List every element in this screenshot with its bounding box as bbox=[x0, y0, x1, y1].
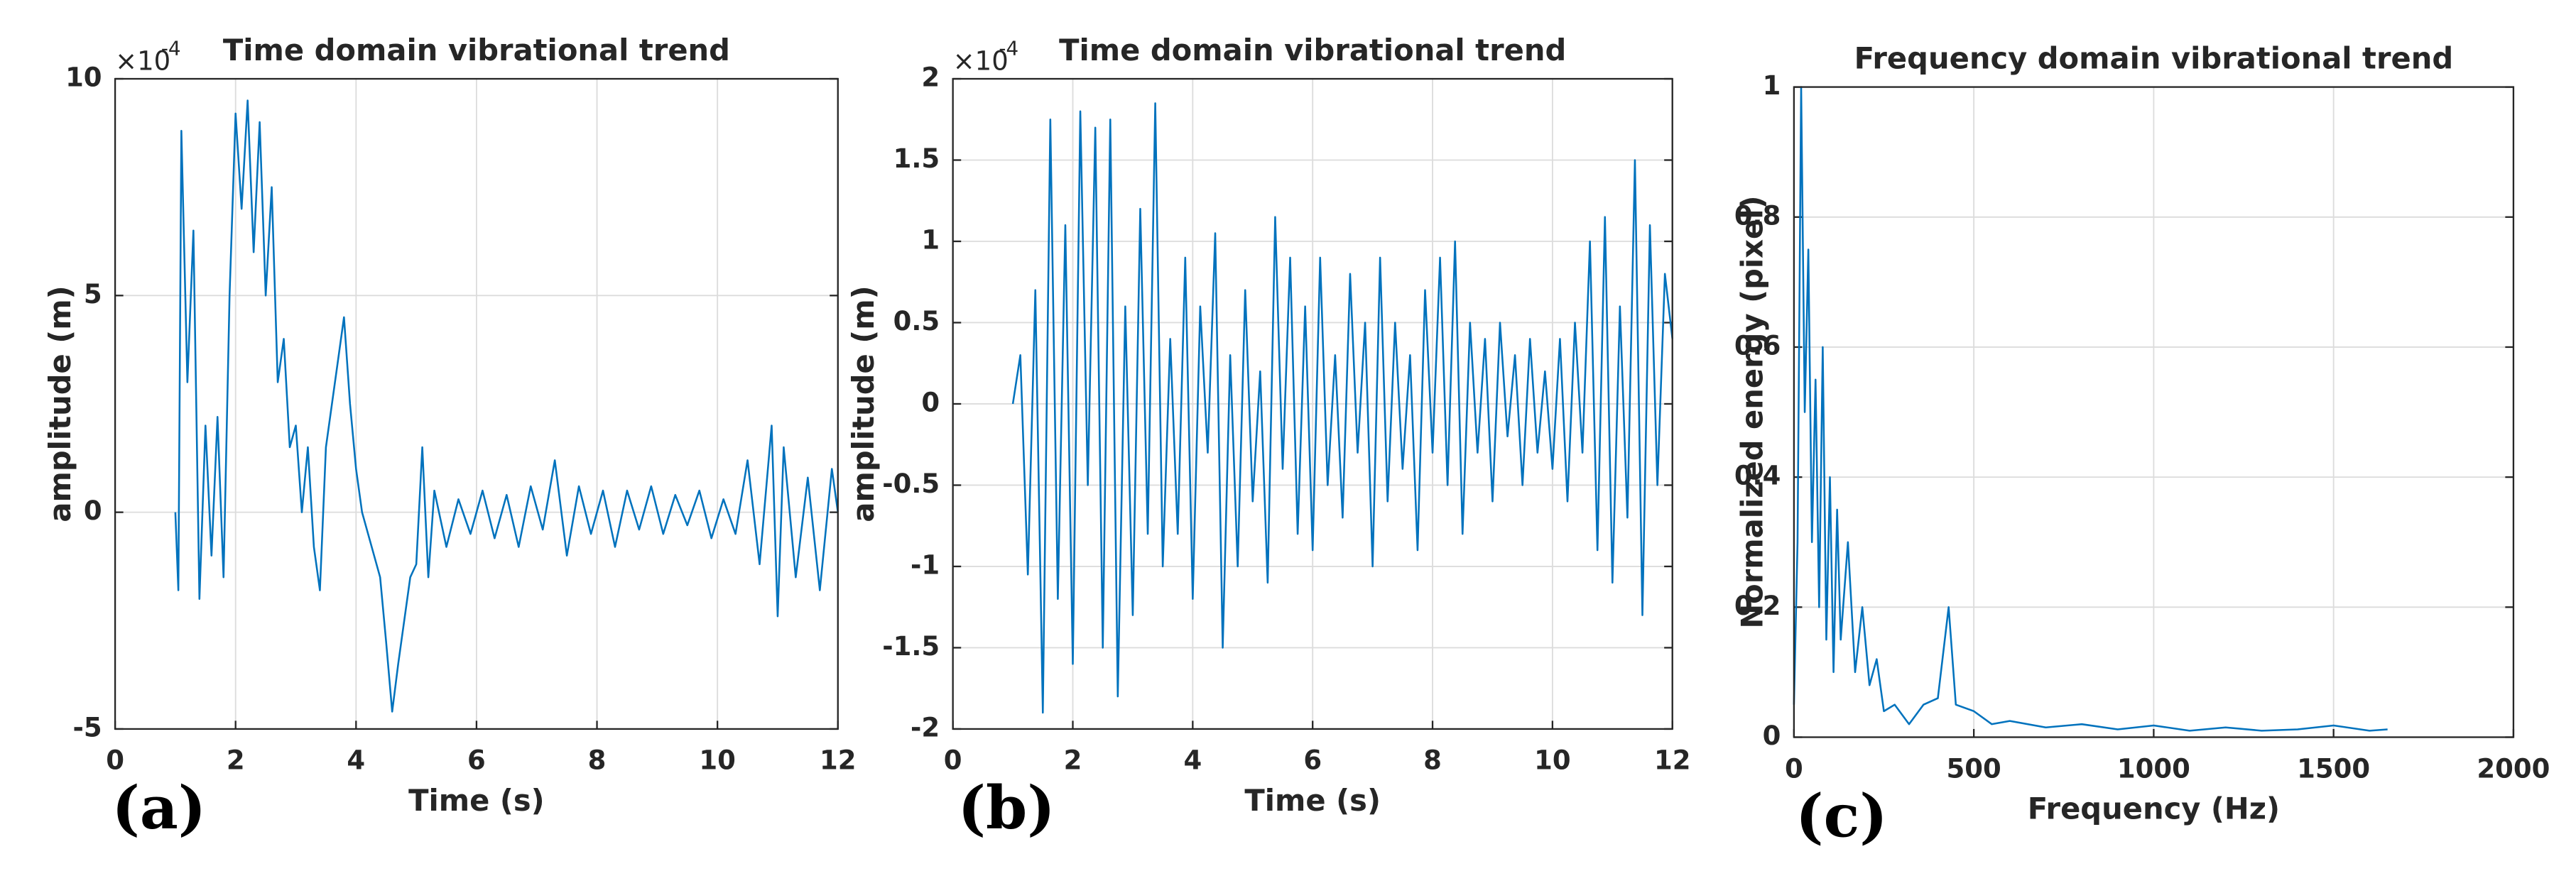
x-tick-label: 1000 bbox=[2117, 753, 2190, 784]
axis-exponent: -4 bbox=[161, 36, 181, 60]
axis-multiplier: ×10 bbox=[115, 45, 170, 76]
panel-label: (c) bbox=[1795, 781, 1887, 850]
x-tick-label: 4 bbox=[1183, 745, 1202, 776]
panel-label: (a) bbox=[112, 773, 206, 843]
x-tick-label: 6 bbox=[1303, 745, 1322, 776]
y-tick-label: -5 bbox=[72, 712, 102, 743]
axes-box bbox=[952, 77, 1673, 730]
y-tick-label: 0.4 bbox=[1734, 461, 1781, 491]
x-tick-label: 500 bbox=[1947, 753, 2001, 784]
y-tick-label: 0 bbox=[84, 495, 102, 526]
y-tick-label: 0.5 bbox=[893, 306, 940, 336]
chart-title: Time domain vibrational trend bbox=[1059, 33, 1566, 67]
y-tick-label: -0.5 bbox=[882, 469, 940, 499]
y-tick-label: -1.5 bbox=[882, 631, 940, 662]
x-tick-label: 10 bbox=[1534, 745, 1571, 776]
y-axis-label: amplitude (m) bbox=[846, 285, 881, 522]
x-tick-label: 0 bbox=[106, 745, 124, 776]
y-tick-label: 0 bbox=[921, 387, 940, 417]
y-tick-label: -2 bbox=[911, 712, 940, 743]
y-tick-label: 0.8 bbox=[1734, 200, 1781, 231]
axes-box bbox=[114, 77, 839, 730]
x-tick-label: 6 bbox=[467, 745, 486, 776]
axes-box bbox=[1793, 86, 2515, 738]
x-tick-label: 1500 bbox=[2297, 753, 2370, 784]
x-tick-label: 8 bbox=[588, 745, 607, 776]
y-tick-label: 1 bbox=[921, 224, 940, 255]
axis-exponent: -4 bbox=[999, 36, 1018, 60]
x-tick-label: 0 bbox=[1785, 753, 1803, 784]
y-axis-label: Normalized energy (pixel) bbox=[1734, 195, 1769, 628]
x-tick-label: 4 bbox=[347, 745, 365, 776]
data-line bbox=[1793, 86, 2388, 732]
x-axis-label: Time (s) bbox=[408, 783, 545, 818]
y-tick-label: -1 bbox=[911, 549, 940, 580]
panel-label: (b) bbox=[958, 773, 1055, 843]
y-axis-label: amplitude (m) bbox=[43, 285, 77, 522]
chart-title: Frequency domain vibrational trend bbox=[1854, 41, 2454, 76]
y-tick-label: 1 bbox=[1763, 70, 1781, 101]
x-tick-label: 2000 bbox=[2477, 753, 2550, 784]
x-axis-label: Time (s) bbox=[1244, 783, 1381, 818]
x-tick-label: 2 bbox=[1064, 745, 1082, 776]
x-axis-label: Frequency (Hz) bbox=[2028, 791, 2280, 826]
data-line bbox=[174, 99, 839, 713]
y-tick-label: 5 bbox=[84, 279, 102, 309]
y-tick-label: 2 bbox=[921, 62, 940, 93]
x-tick-label: 12 bbox=[1654, 745, 1690, 776]
x-tick-label: 0 bbox=[944, 745, 962, 776]
x-tick-label: 2 bbox=[227, 745, 245, 776]
y-tick-label: 1.5 bbox=[893, 143, 940, 174]
y-tick-label: 0.6 bbox=[1734, 330, 1781, 361]
x-tick-label: 12 bbox=[820, 745, 857, 776]
data-line bbox=[1011, 102, 1673, 714]
y-tick-label: 10 bbox=[65, 62, 102, 93]
x-tick-label: 8 bbox=[1423, 745, 1442, 776]
chart-title: Time domain vibrational trend bbox=[223, 33, 730, 67]
y-tick-label: 0 bbox=[1763, 721, 1781, 751]
x-tick-label: 10 bbox=[699, 745, 735, 776]
axis-multiplier: ×10 bbox=[953, 45, 1009, 76]
y-tick-label: 0.2 bbox=[1734, 591, 1781, 621]
